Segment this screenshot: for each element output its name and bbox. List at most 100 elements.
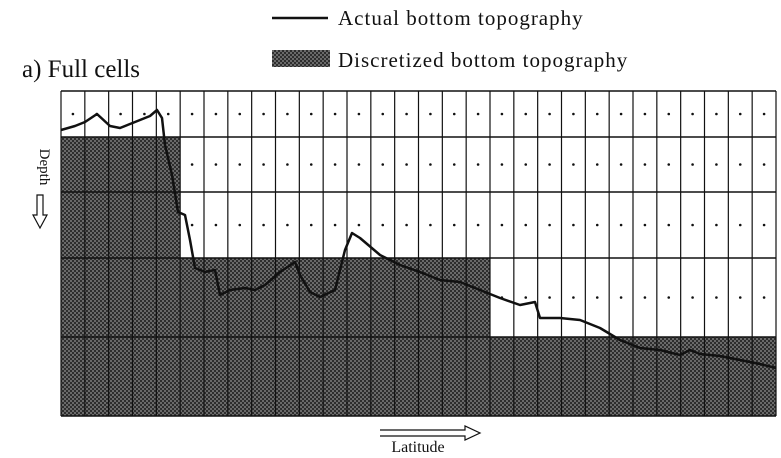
shaded-cells xyxy=(680,337,705,416)
cell-dot xyxy=(452,223,456,227)
shaded-cells xyxy=(633,337,657,416)
cell-dot xyxy=(572,163,575,166)
shaded-cells xyxy=(656,337,681,416)
legend-swatch xyxy=(272,50,330,67)
cell-dot xyxy=(190,223,194,227)
cell-dot xyxy=(524,112,528,116)
shaded-cells xyxy=(513,337,538,416)
shaded-cells xyxy=(585,337,610,416)
cell-dot xyxy=(452,112,456,116)
cell-dot xyxy=(667,296,671,299)
cell-dot xyxy=(476,163,480,166)
cell-dot xyxy=(619,112,623,116)
cell-dot xyxy=(500,223,504,227)
cell-dot xyxy=(429,223,432,227)
cell-dot xyxy=(405,223,408,227)
cell-dot xyxy=(738,163,742,166)
y-axis-label: Depth xyxy=(36,149,52,186)
depth-arrow xyxy=(31,194,49,230)
cell-dot xyxy=(429,163,432,166)
topography-line xyxy=(60,108,777,370)
grid xyxy=(60,90,777,417)
cell-dot xyxy=(309,163,313,166)
cell-dot xyxy=(476,112,480,116)
cell-dot xyxy=(238,223,242,227)
cell-dot xyxy=(738,296,742,299)
cell-dot xyxy=(309,112,313,116)
cell-dot xyxy=(548,296,551,299)
cell-dot xyxy=(238,163,242,166)
latitude-arrow xyxy=(380,425,482,441)
shaded-cells xyxy=(490,337,514,416)
cell-dot xyxy=(119,112,122,116)
shaded-cells xyxy=(84,137,109,416)
legend-label: Discretized bottom topography xyxy=(338,48,628,72)
cell-dot xyxy=(333,163,337,166)
cell-dot xyxy=(357,223,361,227)
shaded-cells xyxy=(752,337,776,416)
shaded-cells xyxy=(704,337,729,416)
cell-dot xyxy=(381,163,385,166)
cell-dot xyxy=(190,163,194,166)
cell-dot xyxy=(762,112,766,116)
shaded-cells xyxy=(609,337,633,416)
shaded-cells xyxy=(61,137,85,416)
cell-dot xyxy=(548,163,551,166)
cell-dot xyxy=(643,163,647,166)
cell-dot xyxy=(452,163,456,166)
cell-dot xyxy=(691,296,694,299)
shaded-cells xyxy=(728,337,753,416)
cell-dot xyxy=(166,112,170,116)
cell-dot xyxy=(715,223,718,227)
cell-dot xyxy=(214,112,218,116)
shaded-cells xyxy=(561,337,586,416)
cell-dot xyxy=(715,112,718,116)
cell-dot xyxy=(238,112,242,116)
cell-dot xyxy=(667,163,671,166)
cell-dot xyxy=(548,112,551,116)
cell-dot xyxy=(738,112,742,116)
cell-dot xyxy=(357,112,361,116)
cell-dot xyxy=(548,223,551,227)
cell-dot xyxy=(524,223,528,227)
cell-dot xyxy=(738,223,742,227)
cell-dot xyxy=(667,112,671,116)
cell-dot xyxy=(405,163,408,166)
cell-dot xyxy=(381,112,385,116)
cell-dot xyxy=(643,296,647,299)
cell-dot xyxy=(214,223,218,227)
cell-dot xyxy=(333,112,337,116)
cell-dot xyxy=(71,112,75,116)
cell-dot xyxy=(691,112,694,116)
cell-dot xyxy=(309,223,313,227)
cell-dot xyxy=(500,112,504,116)
cell-dot xyxy=(381,223,385,227)
cell-dot xyxy=(691,223,694,227)
shaded-cells xyxy=(108,137,133,416)
cell-dot xyxy=(262,223,265,227)
cell-dot xyxy=(762,296,766,299)
cell-dot xyxy=(595,296,599,299)
cell-dot xyxy=(619,223,623,227)
legend-label: Actual bottom topography xyxy=(338,6,584,30)
cell-dot xyxy=(595,223,599,227)
cell-dot xyxy=(476,223,480,227)
shaded-cells xyxy=(156,137,181,416)
latitude-axis: Latitude xyxy=(380,425,482,456)
cell-dot xyxy=(595,112,599,116)
cell-dot xyxy=(643,223,647,227)
cell-dot xyxy=(667,223,671,227)
legend: Actual bottom topography Discretized bot… xyxy=(272,6,628,72)
cell-dot xyxy=(643,112,647,116)
x-axis-label: Latitude xyxy=(391,439,444,456)
cell-dot xyxy=(190,112,194,116)
cell-dot xyxy=(762,163,766,166)
cell-dot xyxy=(429,112,432,116)
shaded-cells xyxy=(132,137,157,416)
cell-dot xyxy=(619,163,623,166)
cell-dot xyxy=(286,223,289,227)
cell-dot xyxy=(286,112,289,116)
cell-dot xyxy=(595,163,599,166)
cell-dot xyxy=(286,163,289,166)
